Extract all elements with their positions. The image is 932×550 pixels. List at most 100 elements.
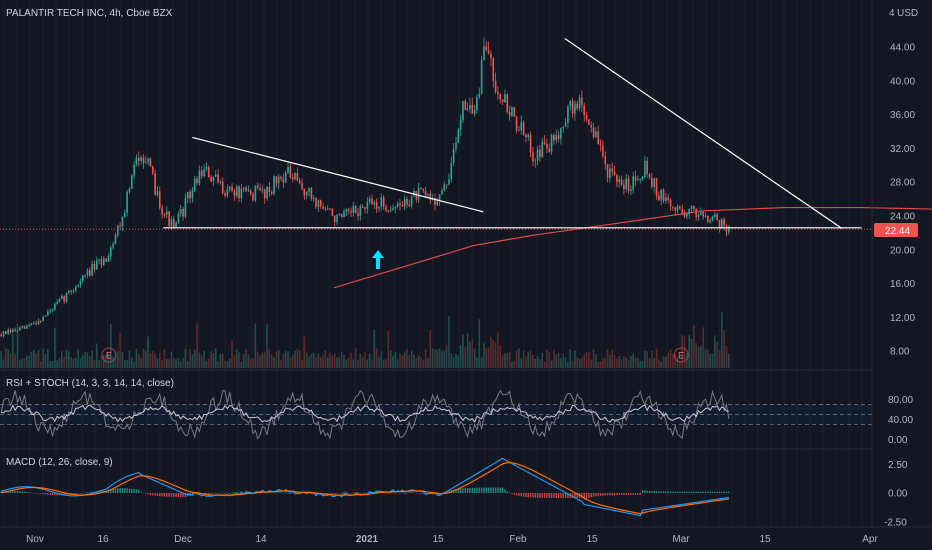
macd-histogram-bar [702, 491, 704, 493]
volume-bar [588, 352, 590, 368]
volume-bar [35, 353, 37, 368]
earnings-icon [101, 347, 117, 363]
macd-histogram-bar [133, 488, 135, 493]
candle [560, 128, 562, 139]
last-price-badge [874, 223, 918, 237]
candle [58, 298, 61, 302]
candle [128, 188, 131, 193]
candle [506, 94, 509, 113]
volume-bar [583, 354, 586, 368]
volume-bar [415, 357, 418, 368]
candle [623, 184, 625, 190]
macd-histogram-bar [553, 493, 555, 498]
volume-bar [100, 356, 103, 368]
volume-bar [203, 350, 205, 368]
candle [100, 259, 103, 265]
candle [219, 181, 222, 183]
volume-bar [497, 332, 499, 368]
rsi-title: RSI + STOCH (14, 3, 3, 14, 14, close) [6, 378, 174, 389]
macd-histogram-bar [233, 492, 236, 493]
volume-bar [539, 359, 541, 368]
macd-histogram-bar [229, 493, 231, 494]
volume-bar [627, 360, 630, 368]
trendlines[interactable] [0, 38, 872, 230]
candle [284, 172, 287, 183]
volume-bar [399, 353, 401, 368]
volume-bar [196, 323, 198, 368]
volume-bar [529, 350, 532, 368]
volume-bar [609, 354, 611, 368]
candle [144, 162, 147, 164]
candle [277, 176, 280, 184]
candle [630, 189, 632, 192]
candle [135, 157, 138, 165]
macd-histogram-bar [135, 489, 138, 493]
volume-bar [665, 356, 667, 368]
grid-lines [3, 0, 863, 527]
volume-bar [709, 353, 711, 368]
price-tick-label: 12.00 [890, 313, 915, 324]
candle [385, 206, 387, 211]
volume-bar [95, 343, 98, 368]
volume-bar [205, 361, 208, 368]
candle [581, 97, 583, 106]
macd-histogram-bar [285, 491, 287, 493]
volume-bar [58, 357, 61, 368]
macd-histogram-bar [82, 493, 84, 494]
candle [389, 210, 392, 212]
volume-bar [578, 358, 581, 368]
candle [0, 334, 2, 336]
candle [184, 197, 187, 217]
candle [408, 204, 411, 207]
macd-histogram-bar [124, 488, 126, 493]
volume-bar [282, 353, 285, 368]
volume-bar [207, 358, 210, 368]
volume-bar [707, 349, 709, 368]
candle [116, 225, 119, 236]
volume-bar [72, 359, 75, 368]
rsi-stoch-pane[interactable]: 80.00 40.00 0.00 [0, 389, 913, 447]
candle [301, 183, 303, 189]
currency-label[interactable]: USD [897, 8, 918, 19]
moving-average [333, 206, 932, 289]
macd-histogram-bar [408, 492, 411, 493]
candle [98, 259, 100, 261]
time-tick-label: 15 [759, 534, 771, 545]
earnings-label: E [106, 351, 112, 361]
volume-bar [65, 349, 68, 368]
macd-histogram-bar [180, 493, 182, 498]
macd-histogram-bar [110, 489, 112, 493]
macd-pane[interactable]: 2.50 0.00 -2.50 [0, 457, 908, 529]
candle [466, 109, 469, 111]
volume-bar [67, 351, 70, 368]
candle [371, 198, 373, 205]
volume-bar [354, 348, 357, 368]
candle [51, 309, 54, 311]
time-tick-label: 15 [432, 534, 444, 545]
volume-bar [28, 355, 30, 368]
candle [613, 171, 616, 176]
candle [693, 206, 695, 209]
candle [226, 189, 229, 196]
candle [331, 208, 334, 216]
volume-bar [406, 349, 408, 368]
macd-histogram-bar [497, 487, 499, 493]
macd-histogram-bar [646, 490, 648, 493]
candle [154, 173, 156, 195]
macd-histogram-bar [175, 493, 177, 497]
macd-histogram-bar [536, 493, 539, 498]
volume-bar [639, 361, 642, 368]
volume-bar [158, 352, 161, 368]
macd-histogram-bar [541, 493, 543, 498]
macd-histogram-bar [725, 491, 728, 493]
candlestick-series[interactable] [0, 37, 730, 338]
candle [343, 211, 345, 218]
macd-histogram-bar [19, 491, 21, 493]
candle [592, 127, 595, 137]
up-arrow-icon[interactable] [372, 250, 384, 269]
volume-bar [548, 352, 551, 368]
volume-bar [445, 345, 448, 368]
